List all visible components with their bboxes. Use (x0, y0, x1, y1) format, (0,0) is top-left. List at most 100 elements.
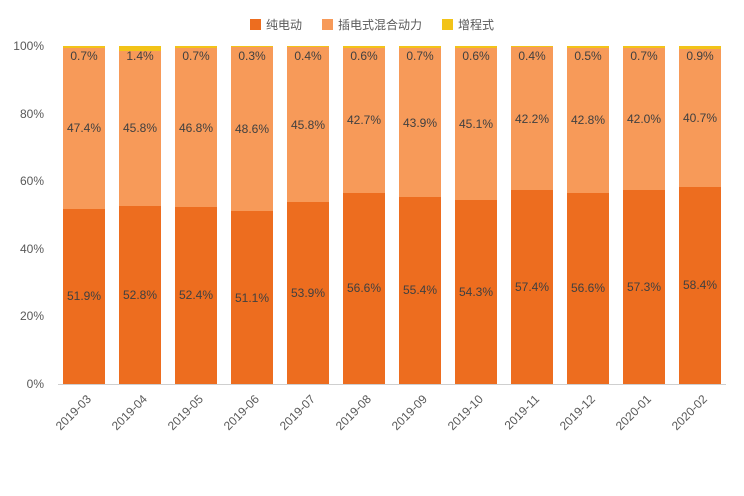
legend-item[interactable]: 插电式混合动力 (321, 16, 422, 33)
segment-value-label: 58.4% (682, 278, 718, 293)
bar-column: 0.4% 42.2% 57.4% 2019-11 (501, 46, 553, 432)
x-tick-label: 2019-11 (501, 392, 542, 433)
x-tick-label: 2019-12 (556, 392, 598, 434)
legend-label: 纯电动 (265, 18, 302, 32)
y-tick-label: 40% (19, 241, 44, 256)
bar-segment-plugin-hybrid[interactable]: 47.4% (63, 48, 105, 209)
bar-segment-range-extended[interactable] (287, 46, 329, 48)
segment-value-label: 46.8% (178, 120, 214, 135)
bar-segment-pure-electric[interactable]: 57.4% (511, 190, 553, 384)
segment-value-label: 53.9% (290, 286, 326, 300)
bars-container: 0.7% 47.4% 51.9% 2019-03 1.4% 45.8% 52.8% 2019-… (53, 46, 726, 433)
segment-value-label: 51.1% (234, 290, 270, 305)
bar-segment-plugin-hybrid[interactable]: 40.7% (679, 49, 721, 187)
segment-value-label: 42.2% (514, 111, 550, 126)
bar-column: 1.4% 45.8% 52.8% 2019-04 (109, 46, 161, 433)
bar-segment-plugin-hybrid[interactable]: 48.6% (231, 47, 273, 212)
bar-segment-range-extended[interactable] (175, 46, 217, 49)
bar-segment-plugin-hybrid[interactable]: 46.8% (175, 48, 217, 207)
legend-item[interactable]: 增程式 (442, 16, 494, 33)
x-tick-label: 2020-01 (612, 392, 654, 434)
y-tick-label: 60% (19, 174, 44, 189)
bar-segment-range-extended[interactable] (343, 46, 385, 49)
bar-column: 0.5% 42.8% 56.6% 2019-12 (557, 46, 609, 433)
bar-segment-plugin-hybrid[interactable]: 42.0% (623, 48, 665, 191)
x-tick-label: 2019-09 (388, 392, 430, 434)
legend-swatch-icon (321, 19, 333, 30)
bar-segment-plugin-hybrid[interactable]: 42.7% (343, 48, 385, 193)
bar-column: 0.6% 42.7% 56.6% 2019-08 (333, 46, 385, 433)
segment-value-label: 45.8% (290, 117, 326, 132)
segment-value-label: 57.3% (626, 280, 662, 295)
bar-segment-plugin-hybrid[interactable]: 45.8% (119, 50, 161, 206)
bar-segment-range-extended[interactable] (567, 46, 609, 48)
bar-column: 0.7% 46.8% 52.4% 2019-05 (165, 46, 217, 433)
bar-segment-plugin-hybrid[interactable]: 45.8% (287, 47, 329, 202)
bar-column: 0.7% 47.4% 51.9% 2019-03 (53, 46, 105, 433)
segment-value-label: 55.4% (402, 283, 438, 298)
bar-segment-plugin-hybrid[interactable]: 43.9% (399, 48, 441, 197)
bar-column: 0.9% 40.7% 58.4% 2020-02 (669, 46, 721, 433)
bar-segment-range-extended[interactable] (623, 46, 665, 49)
y-tick-label: 0% (26, 377, 44, 391)
bar-segment-range-extended[interactable] (231, 46, 273, 48)
x-tick-label: 2019-06 (220, 392, 262, 434)
y-tick-label: 20% (19, 309, 44, 324)
bar-segment-pure-electric[interactable]: 57.3% (623, 190, 665, 384)
bar-segment-range-extended[interactable] (455, 46, 497, 49)
bar-column: 0.6% 45.1% 54.3% 2019-10 (445, 46, 497, 433)
bar-segment-range-extended[interactable] (119, 46, 161, 51)
bar-segment-range-extended[interactable] (679, 46, 721, 50)
bar-segment-plugin-hybrid[interactable]: 45.1% (455, 48, 497, 201)
bar-segment-pure-electric[interactable]: 55.4% (399, 196, 441, 384)
bar-segment-pure-electric[interactable]: 51.9% (63, 208, 105, 384)
bar-segment-pure-electric[interactable]: 52.8% (119, 205, 161, 384)
legend-label: 增程式 (458, 18, 495, 32)
legend: 纯电动 插电式混合动力 增程式 (0, 16, 744, 33)
segment-value-label: 42.8% (570, 113, 606, 128)
segment-value-label: 40.7% (682, 110, 718, 125)
bar-segment-pure-electric[interactable]: 53.9% (287, 202, 329, 384)
bar-column: 0.7% 43.9% 55.4% 2019-09 (389, 46, 441, 433)
bar-segment-pure-electric[interactable]: 54.3% (455, 200, 497, 384)
bar-column: 0.4% 45.8% 53.9% 2019-07 (277, 46, 329, 433)
bar-segment-pure-electric[interactable]: 56.6% (567, 192, 609, 384)
segment-value-label: 48.6% (234, 122, 270, 137)
x-tick-label: 2019-04 (108, 392, 150, 434)
segment-value-label: 52.4% (178, 288, 214, 303)
y-axis: 0% 20% 40% 60% 80% 100% (0, 39, 50, 391)
bar-segment-range-extended[interactable] (399, 46, 441, 49)
legend-item[interactable]: 纯电动 (249, 16, 302, 33)
bar-column: 0.3% 48.6% 51.1% 2019-06 (221, 46, 273, 433)
bar-segment-pure-electric[interactable]: 52.4% (175, 206, 217, 384)
bar-segment-range-extended[interactable] (511, 46, 553, 48)
x-tick-label: 2019-08 (332, 392, 374, 434)
segment-value-label: 56.6% (346, 281, 382, 296)
y-tick-label: 80% (19, 106, 44, 121)
bar-segment-pure-electric[interactable]: 51.1% (231, 211, 273, 384)
bar-segment-plugin-hybrid[interactable]: 42.2% (511, 47, 553, 190)
x-tick-label: 2019-10 (444, 392, 486, 434)
segment-value-label: 45.8% (122, 121, 158, 136)
x-tick-label: 2019-07 (276, 392, 318, 434)
segment-value-label: 43.9% (402, 115, 438, 130)
legend-swatch-icon (442, 19, 453, 30)
segment-value-label: 56.6% (570, 281, 606, 296)
segment-value-label: 47.4% (66, 121, 102, 136)
bar-segment-pure-electric[interactable]: 56.6% (343, 192, 385, 384)
legend-swatch-icon (249, 19, 261, 30)
segment-value-label: 42.0% (626, 112, 662, 127)
x-tick-label: 2020-02 (668, 392, 710, 434)
segment-value-label: 57.4% (514, 280, 550, 294)
bar-segment-range-extended[interactable] (63, 46, 105, 49)
bar-column: 0.7% 42.0% 57.3% 2020-01 (613, 46, 665, 433)
x-tick-label: 2019-03 (52, 392, 94, 434)
plot-area: 0.7% 47.4% 51.9% 2019-03 1.4% 45.8% 52.8% 2019-… (53, 46, 726, 433)
x-tick-label: 2019-05 (164, 392, 206, 434)
segment-value-label: 45.1% (458, 117, 494, 132)
bar-segment-plugin-hybrid[interactable]: 42.8% (567, 47, 609, 193)
segment-value-label: 42.7% (346, 113, 382, 128)
segment-value-label: 54.3% (458, 285, 494, 300)
bar-segment-pure-electric[interactable]: 58.4% (679, 186, 721, 384)
